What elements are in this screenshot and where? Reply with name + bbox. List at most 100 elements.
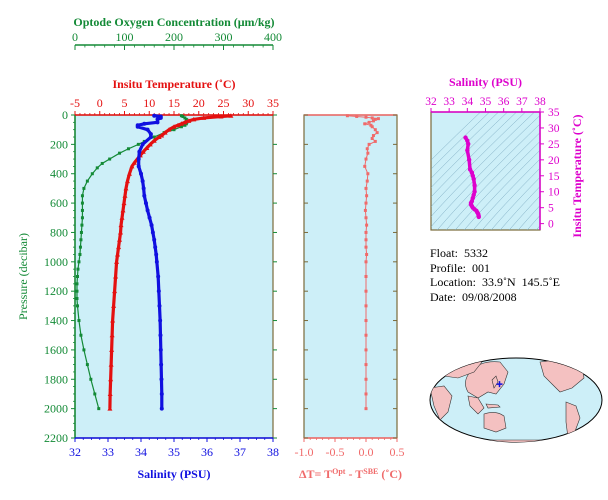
temperature-point [182,119,188,125]
temperature-tick-label: 5 [122,96,128,110]
salinity-point [148,132,153,137]
density-contour [535,225,540,230]
salinity-point [140,142,145,147]
oxygen-point [85,363,89,367]
salinity-point [149,223,154,228]
oxygen-point [172,128,176,132]
density-contour [431,115,540,228]
ts-salinity-tick-label: 33 [443,96,455,108]
temperature-tick-label: 10 [143,96,155,110]
temperature-point [117,237,123,242]
density-contour [431,112,526,208]
salinity-point [147,215,152,220]
delta-t-point [375,131,379,135]
pressure-tick-label: 1600 [44,343,68,357]
temperature-point [118,229,124,235]
salinity-tick-label: 33 [102,445,114,459]
delta-t-point [364,230,368,234]
ts-plot-area [430,111,541,231]
salinity-point [145,208,150,213]
salinity-point [142,193,147,198]
oxygen-point [136,142,140,146]
delta-t-point [364,201,368,205]
density-contour [481,167,540,230]
salinity-point [156,274,161,279]
salinity-point [159,391,164,396]
map-australia [483,412,507,433]
map-indonesia [485,403,501,409]
oxygen-point [118,151,122,155]
oxygen-tick-label: 100 [116,30,134,44]
temperature-point [120,207,126,213]
oxygen-point [80,194,84,198]
density-contour [431,112,508,188]
delta-t-point [355,114,359,118]
ts-temperature-tick-label: 15 [548,171,560,183]
temperature-point [186,118,192,123]
salinity-point [155,117,160,122]
ts-point [472,183,477,188]
oxygen-point [108,157,112,161]
temperature-point [178,121,184,126]
oxygen-point [75,304,79,308]
delta-t-point [366,172,370,176]
pressure-tick-label: 0 [62,108,68,122]
delta-t-point [373,128,377,132]
temperature-point [116,244,122,250]
delta-t-point [345,114,349,118]
delta-t-point [365,179,369,183]
density-contour [463,149,540,230]
delta-t-point [367,142,371,146]
oxygen-point [183,123,187,127]
salinity-axis-label: Salinity (PSU) [137,467,210,481]
location: Location: 33.9˚N 145.5˚E [430,275,560,289]
temperature-point [108,362,114,367]
ts-salinity-tick-label: 34 [462,96,474,108]
temperature-point [108,376,114,382]
oxygen-point [79,230,83,234]
oxygen-point [85,179,89,183]
delta-t-point [367,120,371,124]
oxygen-tick-label: 200 [165,30,183,44]
oxygen-axis-label: Optode Oxygen Concentration (μm/kg) [73,15,274,29]
salinity-tick-label: 37 [234,445,246,459]
temperature-point [171,124,177,129]
pressure-tick-label: 1400 [44,314,68,328]
oxygen-point [152,135,156,139]
ts-point [466,157,472,163]
temperature-point [114,259,120,264]
ts-point [471,176,476,182]
delta-t-point [370,136,374,140]
salinity-point [150,230,155,235]
profile-panel: 0200400600800100012001400160018002000220… [16,15,282,481]
delta-t-point [364,238,368,242]
delta-t-point [364,392,368,396]
salinity-point [158,318,163,323]
salinity-point [159,362,164,367]
delta-t-plot-area [303,114,398,439]
pressure-tick-label: 800 [50,225,68,239]
ts-point [466,141,471,147]
ts-salinity-tick-label: 37 [516,96,528,108]
temperature-point [126,171,132,176]
salinity-tick-label: 34 [135,445,147,459]
salinity-point [135,124,140,129]
temperature-tick-label: 0 [97,96,103,110]
float-position-marker [496,381,503,388]
density-contour [517,205,540,230]
delta-t-axis-label: ΔT= TOpt - TSBE (˚C) [299,467,402,482]
temperature-point [110,318,116,323]
delta-t-tick-label: -0.5 [326,445,345,459]
oxygen-point [76,267,80,271]
delta-t-point [364,377,368,381]
ts-point [463,135,468,140]
temperature-point [175,122,181,128]
oxygen-point [82,348,86,352]
ts-temperature-tick-label: 20 [548,155,560,167]
oxygen-point [75,289,79,293]
salinity-point [154,259,159,264]
density-contour [508,195,540,230]
temperature-point [156,134,162,140]
delta-t-tick-label: -1.0 [295,445,314,459]
